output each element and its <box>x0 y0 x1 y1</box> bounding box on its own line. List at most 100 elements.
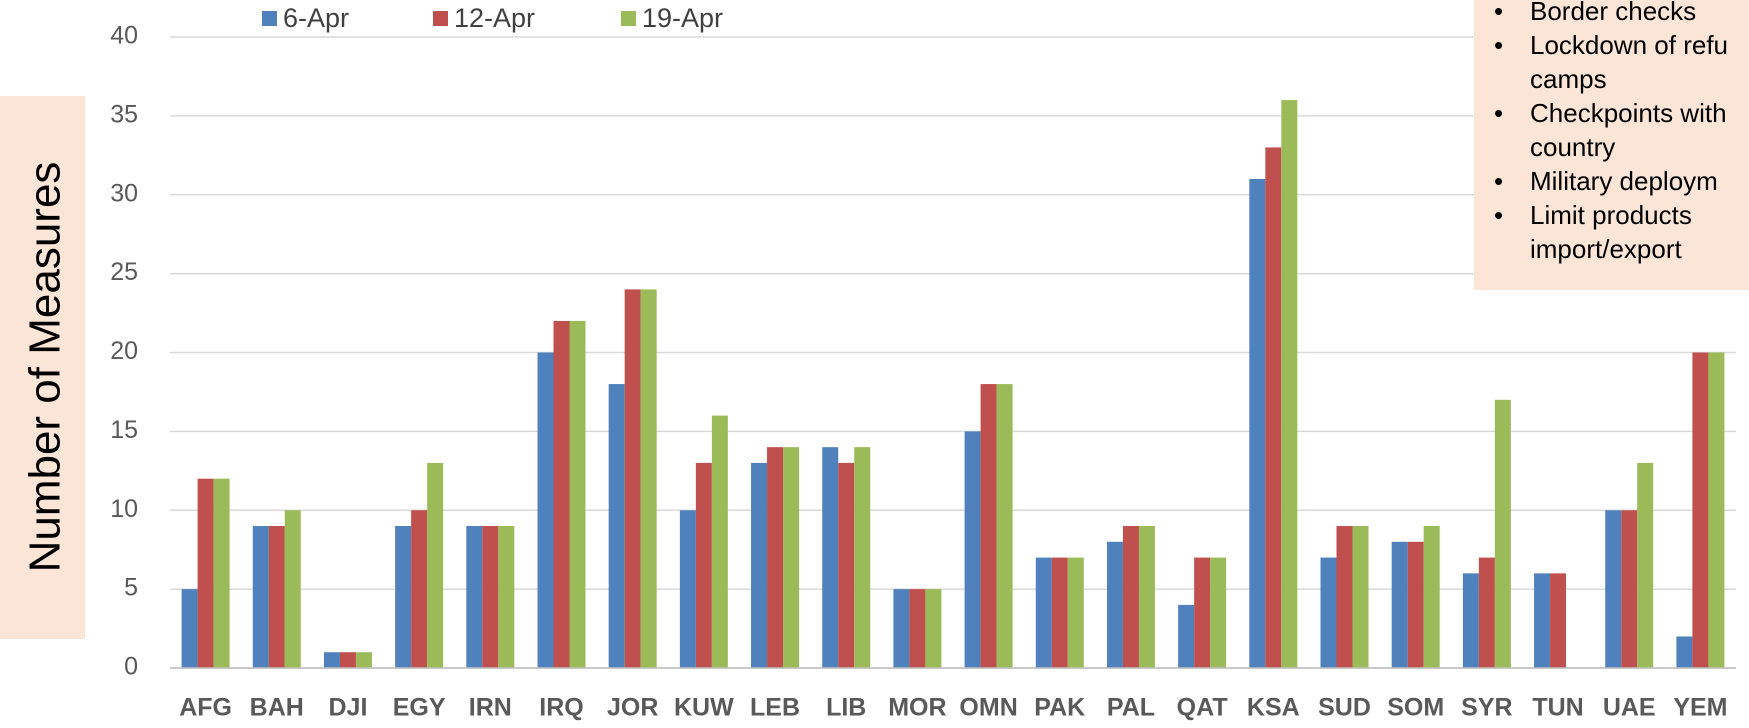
legend-swatch <box>262 11 277 26</box>
bar <box>323 652 340 668</box>
x-tick-label: SYR <box>1461 694 1512 722</box>
bar <box>854 447 871 668</box>
bar <box>783 447 800 668</box>
bar <box>553 320 570 668</box>
note-item: Checkpoints with country <box>1494 96 1749 164</box>
x-tick-label: IRN <box>469 694 512 722</box>
bar <box>1692 352 1709 668</box>
bar <box>181 589 198 668</box>
bar <box>893 589 910 668</box>
legend-label: 19-Apr <box>642 3 723 33</box>
bar <box>339 652 356 668</box>
bar <box>838 462 855 668</box>
bar <box>1035 557 1052 668</box>
bar <box>822 447 839 668</box>
x-tick-label: JOR <box>607 694 658 722</box>
x-tick-label: LIB <box>826 694 866 722</box>
bar <box>427 462 444 668</box>
note-text: import/export <box>1530 234 1682 264</box>
x-tick-label: KUW <box>674 694 734 722</box>
bar <box>284 510 301 668</box>
note-text: Military deploym <box>1530 166 1718 196</box>
bar <box>640 289 657 668</box>
bar <box>1051 557 1068 668</box>
bar <box>1336 526 1353 668</box>
note-item: Lockdown of refu camps <box>1494 28 1749 96</box>
bar <box>1194 557 1211 668</box>
bar <box>569 320 586 668</box>
bar <box>1210 557 1227 668</box>
y-tick-label: 0 <box>124 653 138 681</box>
x-tick-label: LEB <box>750 694 800 722</box>
bar <box>197 478 214 668</box>
bar <box>1391 541 1408 668</box>
bar <box>1320 557 1337 668</box>
bar <box>695 462 712 668</box>
y-tick-label: 10 <box>110 495 138 523</box>
y-tick-label: 35 <box>110 100 138 128</box>
y-axis-title: Number of Measures <box>21 162 70 573</box>
bar <box>1106 541 1123 668</box>
y-tick-label: 5 <box>124 574 138 602</box>
y-tick-label: 25 <box>110 258 138 286</box>
bar <box>355 652 372 668</box>
bar <box>1637 462 1654 668</box>
bar <box>268 526 285 668</box>
x-tick-label: IRQ <box>539 694 583 722</box>
y-tick-label: 30 <box>110 179 138 207</box>
bar <box>767 447 784 668</box>
bar <box>679 510 696 668</box>
bar <box>1281 100 1298 669</box>
bar <box>608 384 625 668</box>
bar <box>466 526 483 668</box>
note-item: Military deploym <box>1494 164 1749 198</box>
note-text: Limit products <box>1530 200 1692 230</box>
bar <box>909 589 926 668</box>
note-box: Border checksLockdown of refucampsCheckp… <box>1474 0 1749 290</box>
y-tick-label: 40 <box>110 22 138 50</box>
x-tick-label: PAL <box>1107 694 1155 722</box>
x-tick-label: DJI <box>329 694 368 722</box>
note-text: Checkpoints with <box>1530 98 1727 128</box>
x-tick-label: SUD <box>1318 694 1371 722</box>
bar <box>711 415 728 668</box>
legend-swatch <box>433 11 448 26</box>
bar <box>252 526 269 668</box>
bar <box>1249 178 1266 668</box>
note-text: country <box>1530 132 1616 162</box>
bar <box>1494 399 1511 668</box>
y-title-box <box>0 96 85 639</box>
bar <box>1423 526 1440 668</box>
x-tick-label: OMN <box>959 694 1017 722</box>
x-tick-label: TUN <box>1532 694 1583 722</box>
bar <box>1462 573 1479 668</box>
bar <box>751 462 768 668</box>
bar <box>996 384 1013 668</box>
bar <box>482 526 499 668</box>
bar <box>1122 526 1139 668</box>
bar <box>1676 636 1693 668</box>
x-tick-label: KSA <box>1247 694 1300 722</box>
bar <box>1138 526 1155 668</box>
x-tick-label: QAT <box>1177 694 1228 722</box>
bar <box>1534 573 1551 668</box>
note-item: Limit products import/export <box>1494 198 1749 266</box>
bar <box>1407 541 1424 668</box>
x-tick-label: PAK <box>1034 694 1085 722</box>
note-text: camps <box>1530 64 1607 94</box>
bar <box>624 289 641 668</box>
bar <box>1067 557 1084 668</box>
bar <box>1478 557 1495 668</box>
bar <box>537 352 554 668</box>
x-tick-label: MOR <box>888 694 946 722</box>
bar <box>1708 352 1725 668</box>
x-tick-label: UAE <box>1603 694 1656 722</box>
bar <box>1178 604 1195 668</box>
bar <box>498 526 515 668</box>
x-tick-label: YEM <box>1673 694 1727 722</box>
bar <box>213 478 230 668</box>
bar <box>395 526 412 668</box>
bar <box>1605 510 1622 668</box>
bar <box>1265 147 1282 669</box>
